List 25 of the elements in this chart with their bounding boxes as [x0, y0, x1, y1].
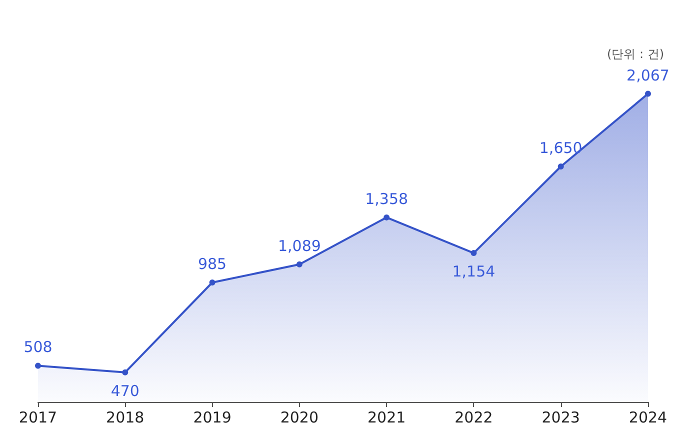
- data-label: 1,358: [365, 190, 408, 208]
- data-label: 2,067: [626, 66, 670, 84]
- data-label: 470: [110, 382, 140, 400]
- data-label: 508: [24, 338, 52, 356]
- text: (단위 : 건): [606, 47, 664, 61]
- data-label: 1,154: [452, 262, 496, 281]
- x-tick-label: 2022: [454, 408, 493, 426]
- point: [209, 280, 216, 286]
- point: [384, 214, 390, 220]
- x-tick-label: 2024: [628, 408, 668, 426]
- data-label: 1,650: [539, 139, 582, 157]
- point: [470, 250, 477, 256]
- x-tick-label: 2023: [542, 408, 580, 426]
- point: [645, 90, 651, 97]
- data-label: 1,089: [278, 236, 321, 255]
- data-label: 985: [198, 255, 227, 274]
- point: [296, 261, 302, 268]
- x-tick-label: 2018: [106, 408, 144, 426]
- x-tick-label: 2017: [18, 408, 58, 426]
- x-tick-label: 2019: [193, 408, 232, 426]
- x-tick-label: 2021: [367, 408, 406, 426]
- point: [558, 164, 564, 170]
- point: [35, 362, 41, 369]
- point: [122, 369, 128, 376]
- x-tick-label: 2020: [280, 408, 319, 426]
